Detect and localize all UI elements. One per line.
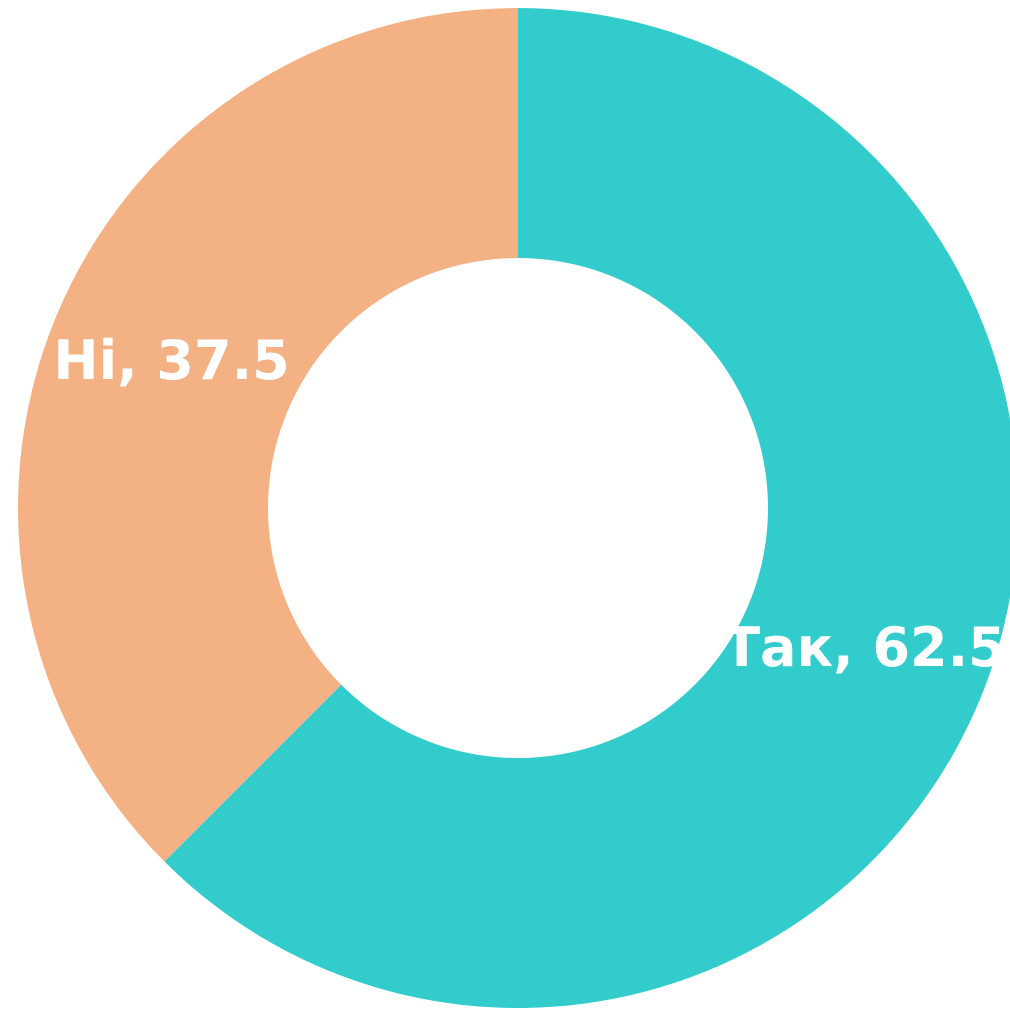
donut-slice: [17, 8, 518, 862]
data-label: Ні, 37.5: [53, 329, 289, 392]
data-label: Так, 62.5: [723, 616, 1005, 679]
donut-slice: [164, 8, 1010, 1008]
